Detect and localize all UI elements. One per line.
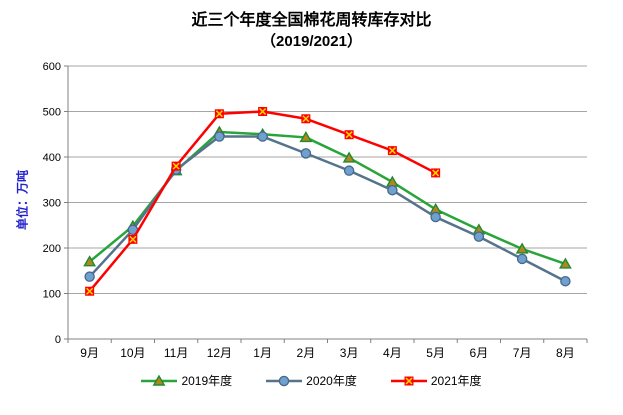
circle-marker	[214, 131, 225, 142]
circle-marker	[84, 271, 95, 282]
legend-marker-triangle-icon	[141, 374, 178, 386]
x-tick-label: 2月	[297, 346, 316, 360]
x-tick-label: 7月	[513, 346, 532, 360]
y-tick-label: 0	[55, 334, 61, 346]
legend-item-2020年度: 2020年度	[266, 372, 357, 389]
circle-marker	[278, 375, 290, 386]
x-tick-label: 12月	[207, 346, 232, 360]
triangle-marker	[385, 175, 399, 187]
circle-marker	[300, 148, 312, 159]
legend-item-2021年度: 2021年度	[390, 372, 482, 389]
chart-legend: 2019年度 2020年度 2021年度	[0, 372, 623, 389]
y-tick-label: 600	[43, 61, 61, 73]
x-square-marker	[129, 235, 137, 243]
x-square-marker	[172, 162, 180, 170]
triangle-marker	[515, 242, 529, 254]
legend-marker-circle-icon	[266, 375, 303, 386]
x-square-marker	[215, 110, 223, 118]
chart-title-line1: 近三个年度全国棉花周转库存对比	[191, 12, 432, 29]
legend-marker-x-square-icon	[390, 376, 427, 385]
x-tick-label: 9月	[80, 346, 99, 360]
circle-marker	[560, 275, 571, 287]
x-tick-label: 4月	[383, 346, 402, 360]
legend-label: 2020年度	[306, 374, 357, 388]
circle-marker	[257, 131, 268, 142]
legend-item-2019年度: 2019年度	[141, 372, 232, 389]
x-tick-label: 8月	[556, 346, 575, 360]
triangle-marker	[558, 257, 572, 269]
x-tick-label: 3月	[340, 346, 359, 360]
x-tick-label: 1月	[253, 346, 272, 360]
y-tick-label: 200	[43, 243, 61, 255]
x-square-marker	[345, 131, 353, 139]
triangle-marker	[153, 374, 166, 386]
chart-plot-area: 0 100 200 300 400 500 600 9月 10月 11月 12月 1月 2月 3月 4月 5月…	[43, 61, 588, 360]
circle-marker	[473, 231, 485, 242]
x-square-marker	[302, 115, 310, 123]
circle-marker	[516, 253, 528, 265]
triangle-marker	[342, 151, 356, 163]
circle-marker	[430, 211, 441, 223]
legend-label: 2019年度	[181, 374, 233, 388]
x-square-marker	[388, 147, 396, 155]
x-tick-label: 10月	[120, 346, 145, 360]
x-tick-label: 6月	[470, 346, 489, 360]
y-tick-label: 500	[43, 107, 61, 119]
chart-title: 近三个年度全国棉花周转库存对比 （2019/2021）	[0, 10, 623, 52]
x-tick-label: 5月	[426, 346, 445, 360]
circle-marker	[343, 165, 355, 176]
y-tick-label: 100	[43, 289, 61, 301]
y-tick-label: 300	[43, 198, 61, 210]
x-square-marker	[86, 287, 94, 295]
chart-title-line2: （2019/2021）	[261, 33, 362, 50]
x-square-marker	[432, 169, 440, 177]
x-tick-label: 11月	[164, 346, 188, 360]
circle-marker	[387, 184, 398, 196]
triangle-marker	[83, 255, 97, 267]
x-square-marker	[259, 107, 267, 116]
triangle-marker	[299, 131, 313, 143]
y-tick-label: 400	[43, 152, 61, 164]
series-line-2020年度	[88, 135, 566, 283]
x-square-marker	[405, 376, 413, 385]
legend-label: 2021年度	[430, 374, 482, 388]
